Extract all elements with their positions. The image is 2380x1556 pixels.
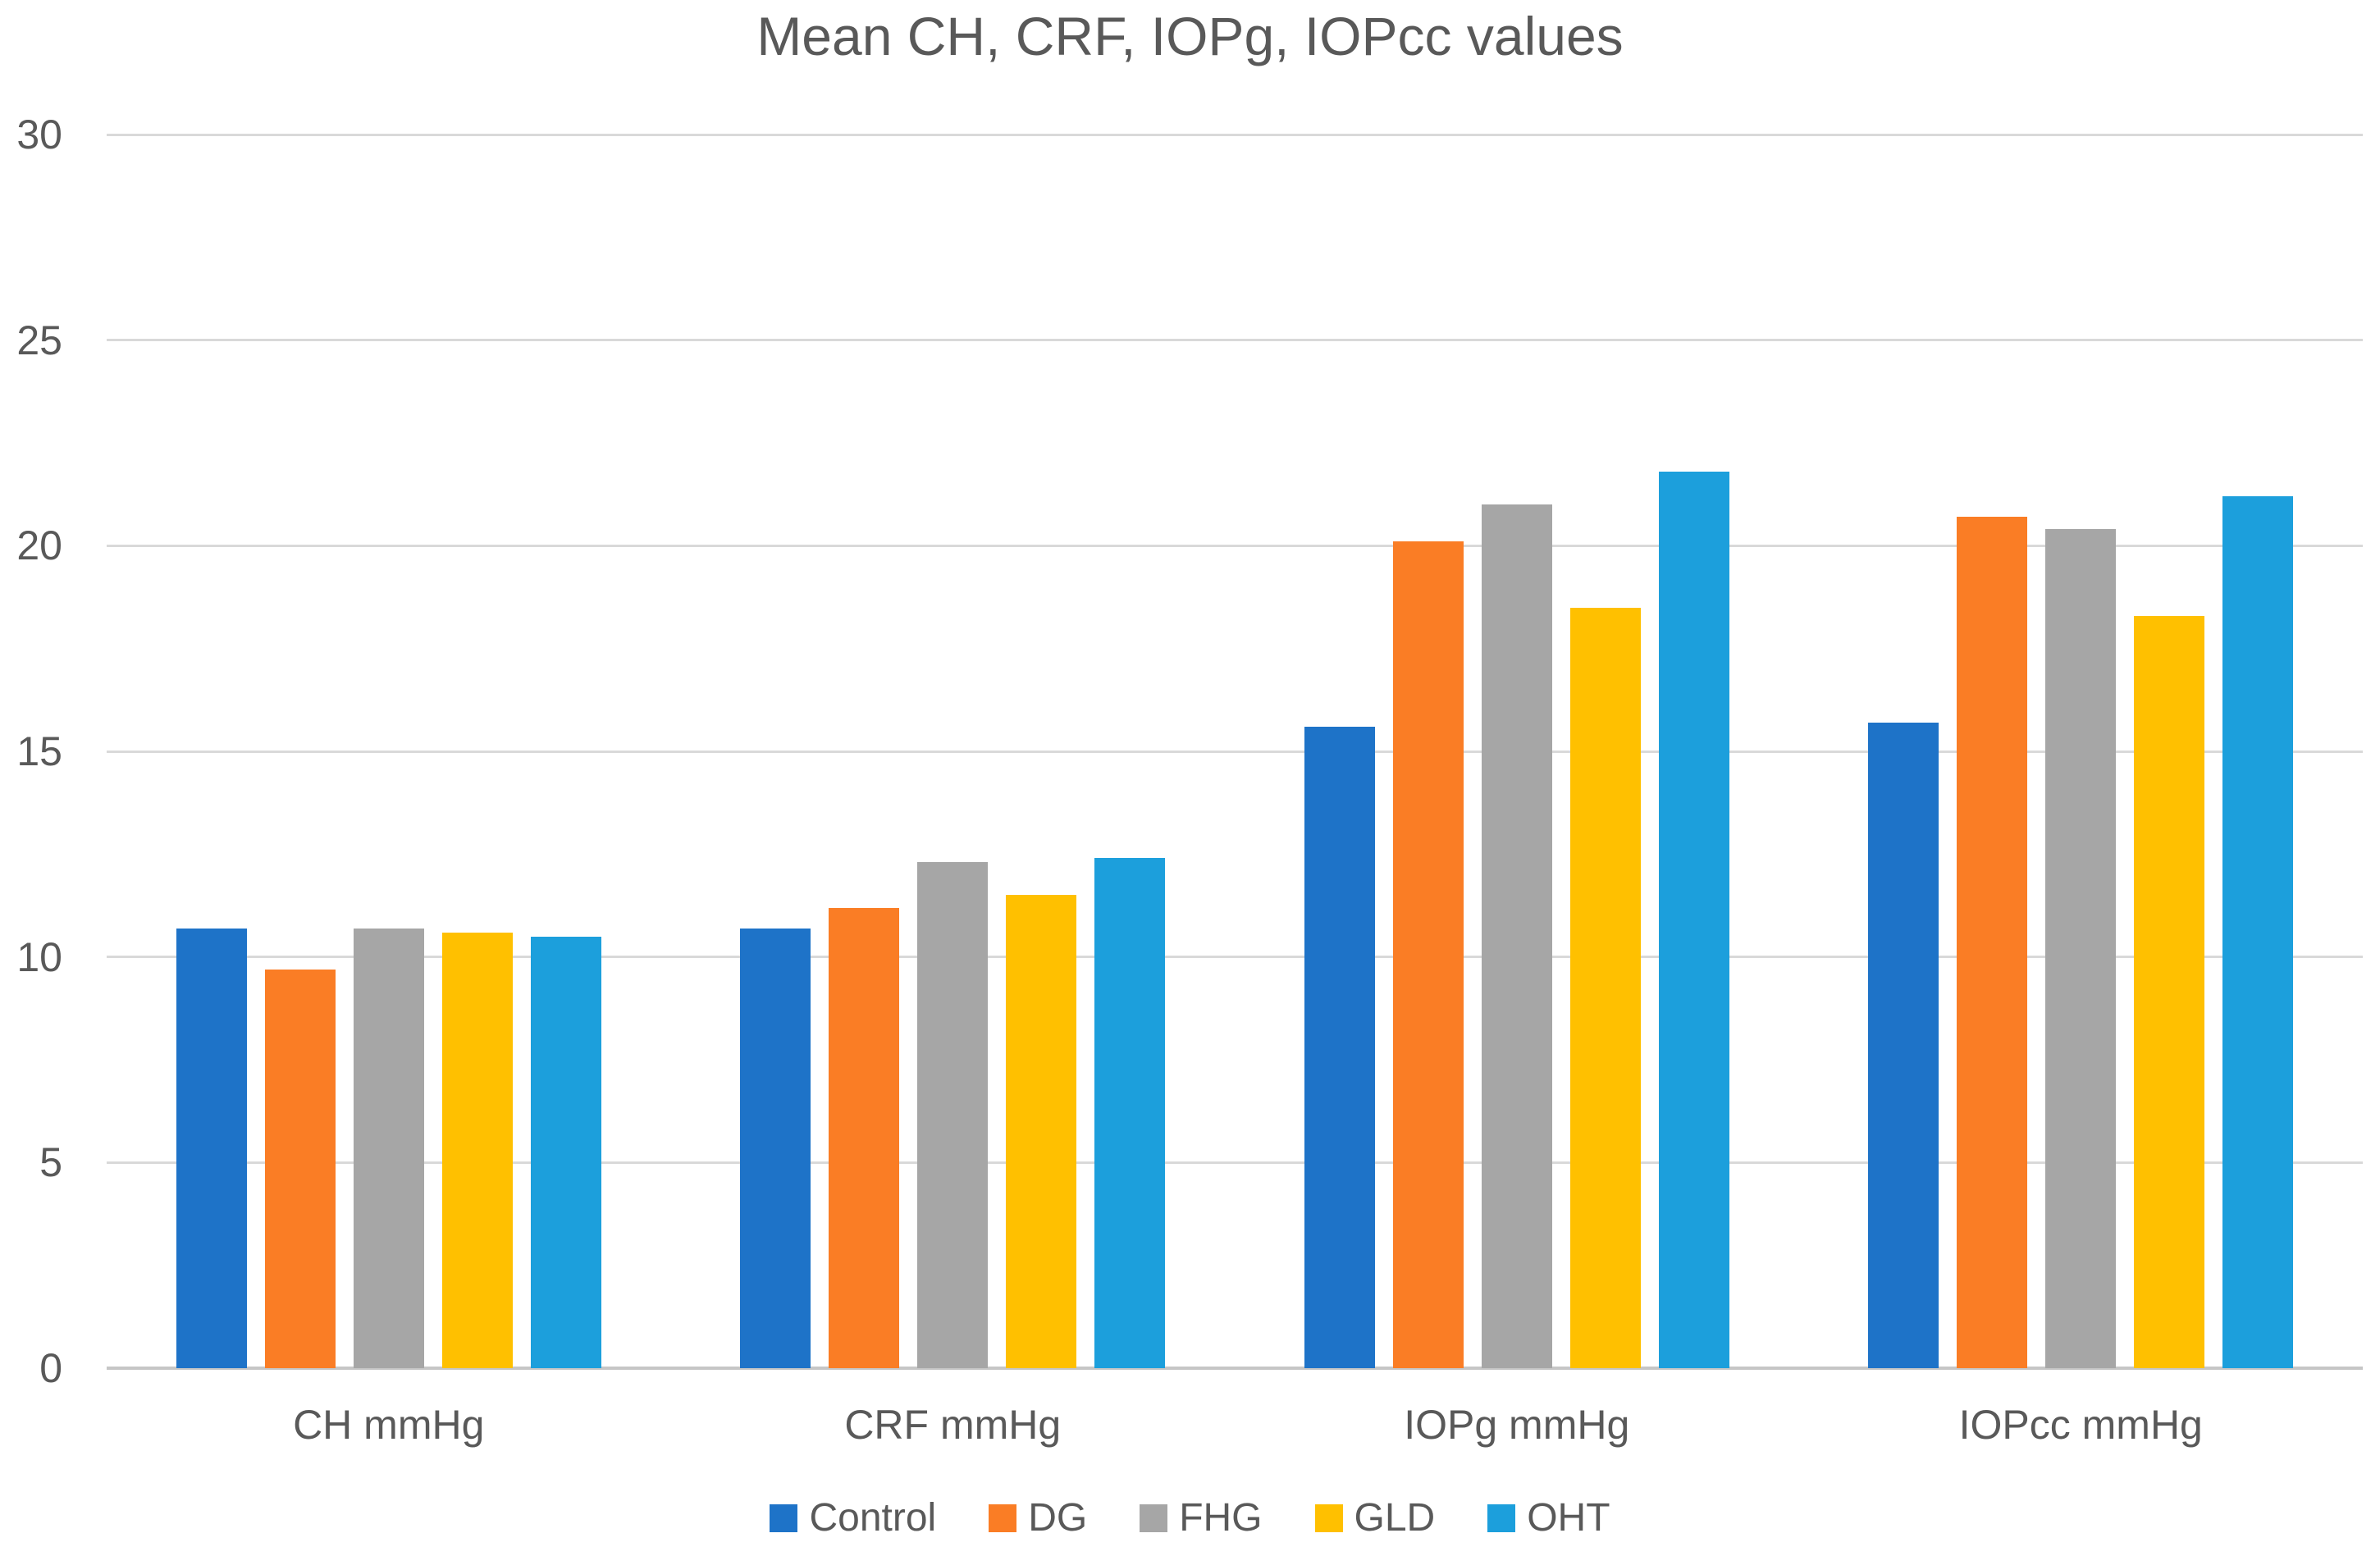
bar-control-ch <box>176 928 247 1368</box>
gridline <box>107 750 2363 753</box>
bar-fhg-iopg <box>1481 504 1552 1368</box>
bar-oht-iopg <box>1658 472 1729 1368</box>
y-axis-tick-label: 5 <box>39 1139 62 1186</box>
bar-control-iopg <box>1304 726 1375 1368</box>
bar-gld-ch <box>441 932 513 1368</box>
bar-dg-crf <box>829 907 900 1368</box>
gridline <box>107 133 2363 136</box>
y-axis-tick-label: 25 <box>16 317 62 363</box>
legend-swatch-icon <box>1314 1504 1343 1532</box>
y-axis-tick-label: 20 <box>16 522 62 569</box>
bar-oht-iopcc <box>2222 496 2294 1368</box>
legend-swatch-icon <box>989 1504 1017 1532</box>
chart-title: Mean CH, CRF, IOPg, IOPcc values <box>756 6 1624 66</box>
legend-item-gld: GLD <box>1314 1496 1436 1540</box>
bar-fhg-crf <box>917 862 989 1368</box>
legend-item-fhg: FHG <box>1140 1496 1263 1540</box>
x-axis-line <box>107 1367 2363 1370</box>
bar-dg-ch <box>264 969 336 1368</box>
bar-gld-iopg <box>1569 607 1641 1368</box>
bar-control-crf <box>740 928 811 1368</box>
y-axis-tick-label: 0 <box>39 1345 62 1391</box>
bar-gld-crf <box>1006 895 1077 1368</box>
bar-dg-iopcc <box>1957 517 2028 1368</box>
bar-oht-crf <box>1094 858 1166 1368</box>
gridline <box>107 1161 2363 1164</box>
bar-fhg-iopcc <box>2045 529 2117 1368</box>
gridline <box>107 956 2363 959</box>
bar-gld-iopcc <box>2134 615 2205 1368</box>
legend-label: Control <box>809 1496 937 1540</box>
bar-fhg-ch <box>353 928 424 1368</box>
gridline <box>107 544 2363 547</box>
legend: Control DG FHG GLD OHT <box>0 1496 2380 1540</box>
y-axis-tick-label: 30 <box>16 112 62 157</box>
gridline <box>107 339 2363 342</box>
plot-area <box>107 133 2363 1370</box>
y-axis-tick-label: 10 <box>16 933 62 980</box>
bar-dg-iopg <box>1392 541 1464 1368</box>
x-axis-category-label: IOPcc mmHg <box>1958 1402 2203 1448</box>
legend-item-control: Control <box>770 1496 936 1540</box>
legend-swatch-icon <box>770 1504 798 1532</box>
x-axis-category-label: IOPg mmHg <box>1404 1402 1630 1448</box>
legend-label: DG <box>1028 1496 1088 1540</box>
legend-item-oht: OHT <box>1487 1496 1610 1540</box>
bar-oht-ch <box>530 936 601 1368</box>
x-axis-category-label: CRF mmHg <box>844 1402 1062 1448</box>
legend-swatch-icon <box>1140 1504 1168 1532</box>
legend-item-dg: DG <box>989 1496 1087 1540</box>
legend-label: FHG <box>1179 1496 1263 1540</box>
y-axis-tick-label: 15 <box>16 728 62 774</box>
x-axis-category-label: CH mmHg <box>293 1402 485 1448</box>
legend-label: GLD <box>1354 1496 1436 1540</box>
bar-control-iopcc <box>1868 722 1939 1368</box>
legend-label: OHT <box>1527 1496 1610 1540</box>
legend-swatch-icon <box>1487 1504 1516 1532</box>
